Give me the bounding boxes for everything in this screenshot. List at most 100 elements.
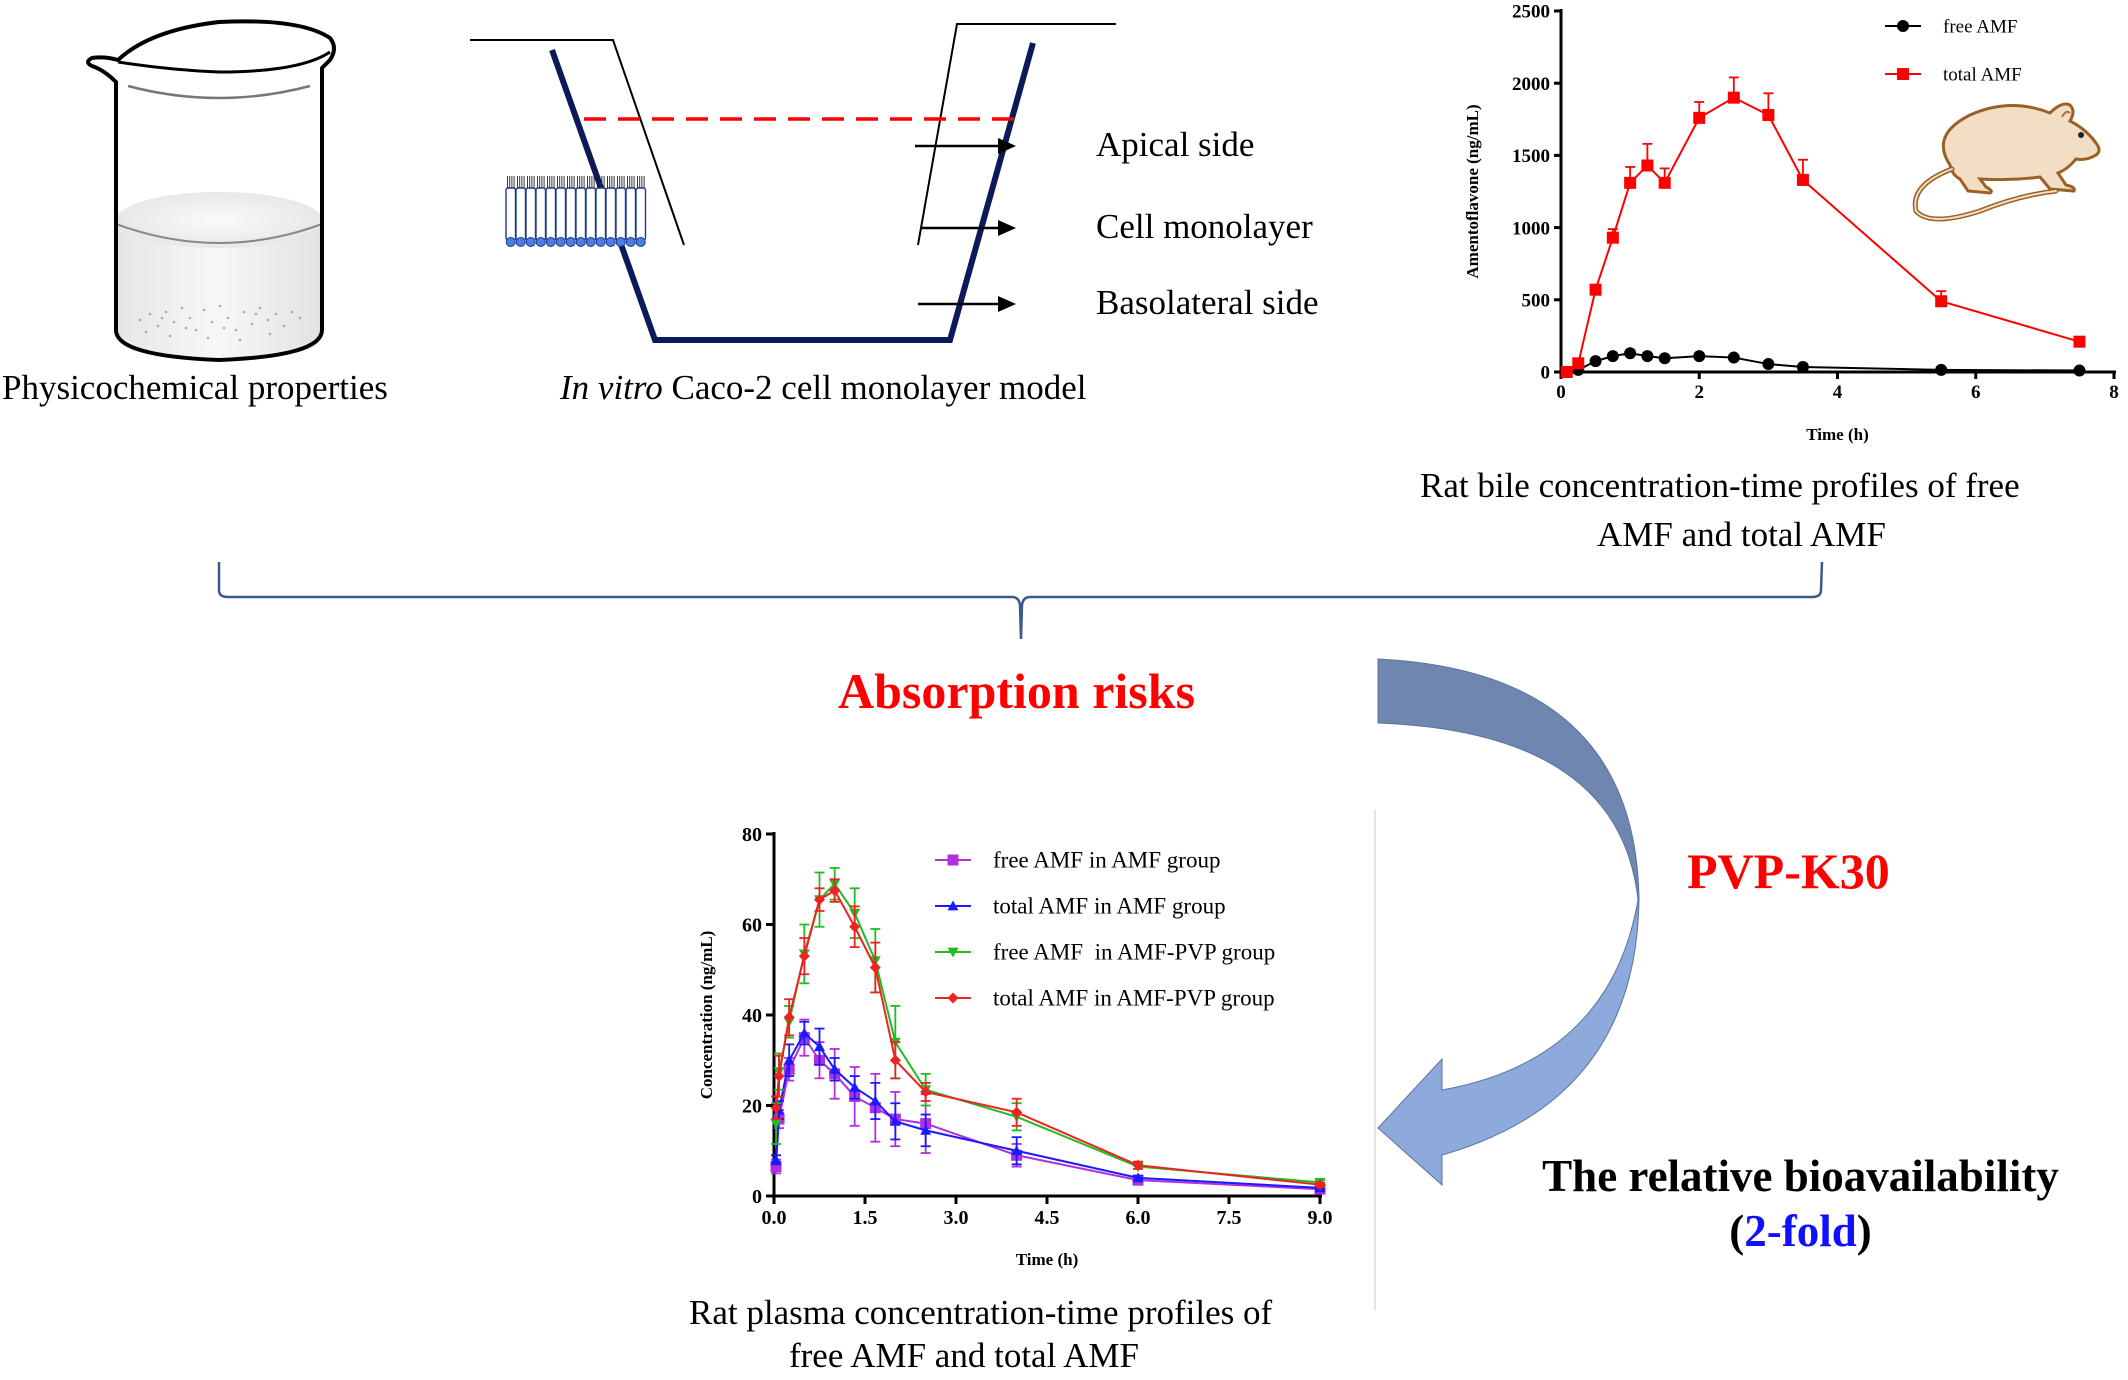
bile-data-point [1727, 351, 1740, 364]
cell-nucleus [575, 237, 586, 247]
bile-data-point [1727, 91, 1740, 104]
bile-data-point [1606, 350, 1619, 363]
curved-arrow-icon [1377, 658, 1640, 1187]
plasma-legend-marker [947, 947, 959, 958]
plasma-data-point [1314, 1179, 1326, 1191]
plasma-y-tick-label: 0 [752, 1186, 762, 1208]
plasma-data-point [1011, 1106, 1023, 1118]
plasma-data-point [773, 1070, 785, 1082]
plasma-data-point [798, 1027, 810, 1038]
bile-data-point [2073, 335, 2086, 348]
bile-caption-line2: AMF and total AMF [1597, 515, 1886, 554]
cell-nucleus [555, 237, 566, 247]
cell-nucleus [535, 237, 546, 247]
cell-nucleus [525, 237, 536, 247]
cell [625, 187, 637, 241]
plasma-caption-line1: Rat plasma concentration-time profiles o… [689, 1293, 1273, 1332]
cell [515, 187, 527, 241]
bile-data-point [1572, 357, 1585, 370]
plasma-legend-marker [947, 992, 959, 1004]
plasma-data-point [783, 1011, 795, 1023]
pvp-k30-label: PVP-K30 [1687, 843, 1890, 899]
plasma-legend-label: total AMF in AMF-PVP group [993, 986, 1275, 1011]
plasma-x-tick-label: 0.0 [762, 1207, 787, 1229]
bile-legend-label: free AMF [1943, 16, 2017, 37]
plasma-data-point [920, 1124, 932, 1135]
bile-y-tick-label: 1500 [1512, 146, 1550, 167]
bile-data-point [1641, 159, 1654, 172]
bile-data-point [1935, 363, 1948, 376]
bile-x-tick-label: 8 [2109, 382, 2119, 403]
plasma-data-point [1132, 1172, 1144, 1183]
bile-data-point [1624, 347, 1637, 360]
fold-value: 2-fold [1744, 1206, 1857, 1256]
bile-data-point [1762, 108, 1775, 121]
cell [555, 187, 567, 241]
bile-data-point [1658, 352, 1671, 365]
relative-bioavailability-label: The relative bioavailability [1542, 1151, 2059, 1201]
fold-change-label: (2-fold) [1478, 1205, 2123, 1257]
monolayer-arrow [920, 220, 1016, 236]
absorption-risks-heading: Absorption risks [838, 663, 1196, 719]
bile-data-point [1796, 173, 1809, 186]
plasma-series-0 [770, 1018, 1326, 1195]
plasma-series-line [775, 1031, 1321, 1189]
caco2-transwell-diagram [470, 23, 1116, 343]
cell [505, 187, 517, 241]
plasma-y-tick-label: 20 [742, 1096, 762, 1118]
plasma-x-tick-label: 7.5 [1217, 1207, 1242, 1229]
cell-nucleus [605, 237, 616, 247]
basolateral-side-label: Basolateral side [1096, 283, 1319, 322]
bile-data-point [1624, 176, 1637, 189]
caco2-caption: In vitro Caco-2 cell monolayer model [560, 368, 1086, 408]
plasma-data-point [814, 1041, 825, 1052]
plasma-x-tick-label: 3.0 [944, 1207, 969, 1229]
bile-x-axis-label: Time (h) [1806, 425, 1869, 444]
bile-data-point [1693, 111, 1706, 124]
bile-data-point [1935, 295, 1948, 308]
plasma-data-point [889, 1115, 901, 1126]
cell [545, 187, 557, 241]
cell-monolayer-label: Cell monolayer [1096, 207, 1313, 246]
caco2-caption-italic: In vitro [560, 368, 663, 407]
plasma-data-point [849, 921, 861, 933]
plasma-y-tick-label: 40 [742, 1005, 762, 1027]
cell [565, 187, 577, 241]
cell-nucleus [585, 237, 596, 247]
bile-data-point [1693, 350, 1706, 363]
bile-concentration-chart: 0 500 1000 1500 2000 2500 0 2 4 6 8 Time (h) Amentof… [1463, 2, 2119, 444]
plasma-data-point [920, 1086, 932, 1098]
plasma-legend-label: free AMF in AMF group [993, 848, 1220, 873]
bile-data-point [1589, 283, 1602, 296]
bile-y-tick-label: 2000 [1512, 74, 1550, 95]
bile-series-1 [1560, 76, 2086, 378]
cell-nucleus [505, 237, 516, 247]
bile-x-tick-label: 0 [1556, 382, 1566, 403]
plasma-series-3 [770, 878, 1326, 1191]
bile-data-point [1762, 358, 1775, 371]
plasma-data-point [829, 885, 841, 897]
bile-data-point [1560, 366, 1573, 378]
rat-icon [1912, 102, 2101, 222]
beaker-caption: Physicochemical properties [2, 368, 388, 407]
plasma-data-point [1011, 1145, 1023, 1156]
cell [535, 187, 547, 241]
apical-side-label: Apical side [1096, 125, 1255, 164]
plasma-data-point [770, 1102, 782, 1114]
panel-divider [1374, 810, 1376, 1310]
cell-nucleus [625, 237, 636, 247]
plasma-data-point [783, 1054, 795, 1065]
fold-close-paren: ) [1856, 1206, 1872, 1256]
plasma-data-point [849, 1081, 861, 1092]
cell [635, 187, 647, 241]
plasma-y-tick-label: 60 [742, 915, 762, 937]
beaker-illustration [86, 19, 336, 362]
bile-data-point [2073, 364, 2086, 377]
bile-y-tick-label: 2500 [1512, 2, 1550, 23]
plasma-x-tick-label: 1.5 [853, 1207, 878, 1229]
transwell-insert [470, 39, 685, 246]
plasma-data-point [869, 1095, 881, 1106]
plasma-data-point [889, 1054, 901, 1066]
plasma-data-point [869, 961, 881, 973]
plasma-x-tick-label: 6.0 [1126, 1207, 1151, 1229]
